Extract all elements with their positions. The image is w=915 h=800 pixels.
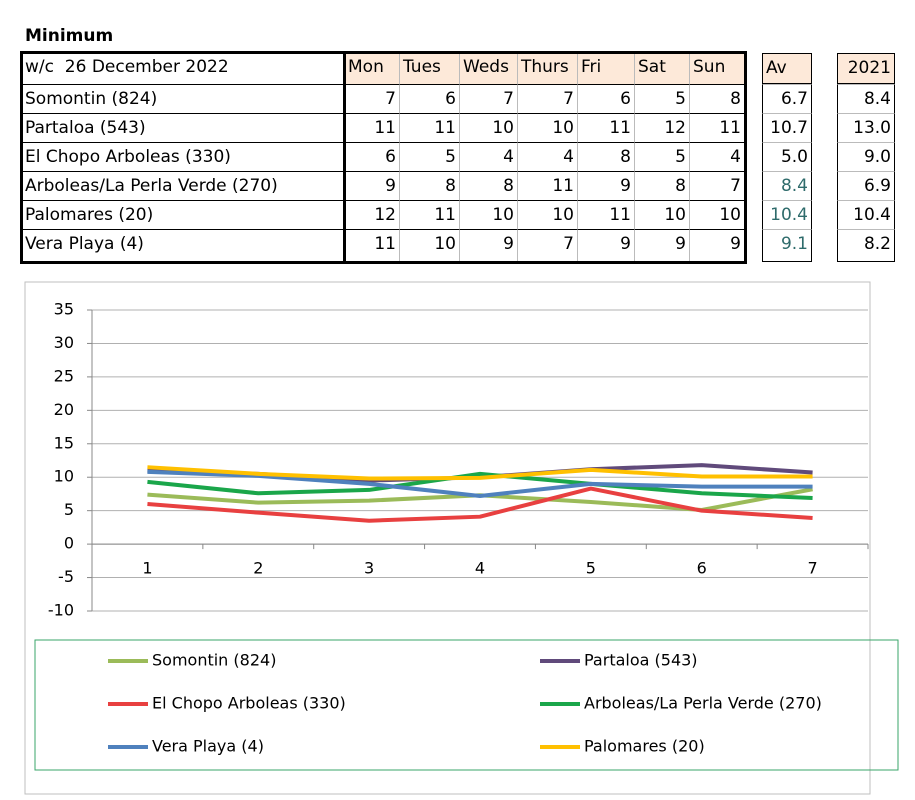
legend-label: El Chopo Arboleas (330) <box>152 694 346 713</box>
cell-value: 7 <box>518 84 578 113</box>
cell-value: 10 <box>400 229 460 262</box>
x-tick-label: 1 <box>142 559 152 578</box>
cell-value: 8 <box>578 142 635 171</box>
chart-frame <box>24 281 871 795</box>
series-line <box>147 471 813 500</box>
y-tick-label: 25 <box>54 366 74 385</box>
row-label: Palomares (20) <box>22 200 345 229</box>
x-tick-label: 2 <box>253 559 263 578</box>
y-tick-label: 15 <box>54 433 74 452</box>
legend-label: Arboleas/La Perla Verde (270) <box>584 694 822 713</box>
cell-value: 6.7 <box>762 84 812 113</box>
cell-value: 9 <box>635 229 690 262</box>
cell-value: 8 <box>635 171 690 200</box>
cell-value: 11 <box>345 113 400 142</box>
y-tick-label: 5 <box>64 500 74 519</box>
x-tick-label: 5 <box>586 559 596 578</box>
header-cell: w/c 26 December 2022 <box>22 53 345 84</box>
cell-value: 9 <box>345 171 400 200</box>
cell-value: 10 <box>460 113 518 142</box>
x-tick-label: 7 <box>807 559 817 578</box>
y-tick-label: -5 <box>58 567 74 586</box>
day-header: Weds <box>460 53 518 84</box>
cell-value: 13.0 <box>837 113 895 142</box>
cell-value: 10 <box>460 200 518 229</box>
cell-value: 5.0 <box>762 142 812 171</box>
day-header: Sun <box>690 53 745 84</box>
day-header: Sat <box>635 53 690 84</box>
day-header: Av <box>762 53 812 84</box>
row-label: Vera Playa (4) <box>22 229 345 262</box>
cell-value: 12 <box>635 113 690 142</box>
cell-value: 7 <box>460 84 518 113</box>
series-line <box>147 486 813 523</box>
table-border <box>343 51 747 264</box>
x-tick-label: 3 <box>364 559 374 578</box>
day-header: 2021 <box>837 53 895 84</box>
legend-label: Palomares (20) <box>584 737 705 756</box>
cell-value: 8.4 <box>837 84 895 113</box>
y-tick-label: 30 <box>54 333 74 352</box>
cell-value: 9 <box>578 229 635 262</box>
cell-value: 12 <box>345 200 400 229</box>
y-tick-label: -10 <box>48 601 74 620</box>
cell-value: 5 <box>400 142 460 171</box>
cell-value: 6 <box>400 84 460 113</box>
cell-value: 7 <box>345 84 400 113</box>
row-label: Arboleas/La Perla Verde (270) <box>22 171 345 200</box>
row-label: El Chopo Arboleas (330) <box>22 142 345 171</box>
cell-value: 8.4 <box>762 171 812 200</box>
table-title: Minimum <box>25 26 114 46</box>
x-tick-label: 4 <box>475 559 485 578</box>
cell-value: 4 <box>460 142 518 171</box>
series-line <box>147 463 813 483</box>
cell-value: 7 <box>518 229 578 262</box>
legend-label: Somontin (824) <box>152 651 276 670</box>
cell-value: 9 <box>460 229 518 262</box>
cell-value: 9.1 <box>762 229 812 262</box>
cell-value: 5 <box>635 84 690 113</box>
cell-value: 11 <box>400 200 460 229</box>
day-header: Mon <box>345 53 400 84</box>
cell-value: 11 <box>578 113 635 142</box>
cell-value: 8.2 <box>837 229 895 262</box>
series-line <box>147 469 813 498</box>
cell-value: 6 <box>345 142 400 171</box>
cell-value: 11 <box>400 113 460 142</box>
legend-label: Vera Playa (4) <box>152 737 264 756</box>
y-tick-label: 10 <box>54 467 74 486</box>
cell-value: 4 <box>518 142 578 171</box>
cell-value: 9.0 <box>837 142 895 171</box>
day-header: Tues <box>400 53 460 84</box>
series-line <box>147 465 813 481</box>
cell-value: 6.9 <box>837 171 895 200</box>
cell-value: 9 <box>578 171 635 200</box>
x-tick-label: 6 <box>697 559 707 578</box>
cell-value: 8 <box>460 171 518 200</box>
cell-value: 10 <box>518 200 578 229</box>
cell-value: 5 <box>635 142 690 171</box>
legend-frame <box>34 639 899 771</box>
cell-value: 10.4 <box>837 200 895 229</box>
cell-value: 11 <box>345 229 400 262</box>
day-header: Thurs <box>518 53 578 84</box>
legend-label: Partaloa (543) <box>584 651 698 670</box>
cell-value: 10 <box>635 200 690 229</box>
series-line <box>147 487 813 512</box>
cell-value: 10.7 <box>762 113 812 142</box>
y-tick-label: 35 <box>54 300 74 319</box>
cell-value: 10 <box>518 113 578 142</box>
y-tick-label: 20 <box>54 400 74 419</box>
y-tick-label: 0 <box>64 534 74 553</box>
cell-value: 11 <box>518 171 578 200</box>
cell-value: 11 <box>578 200 635 229</box>
cell-value: 10.4 <box>762 200 812 229</box>
cell-value: 8 <box>400 171 460 200</box>
day-header: Fri <box>578 53 635 84</box>
cell-value: 6 <box>578 84 635 113</box>
